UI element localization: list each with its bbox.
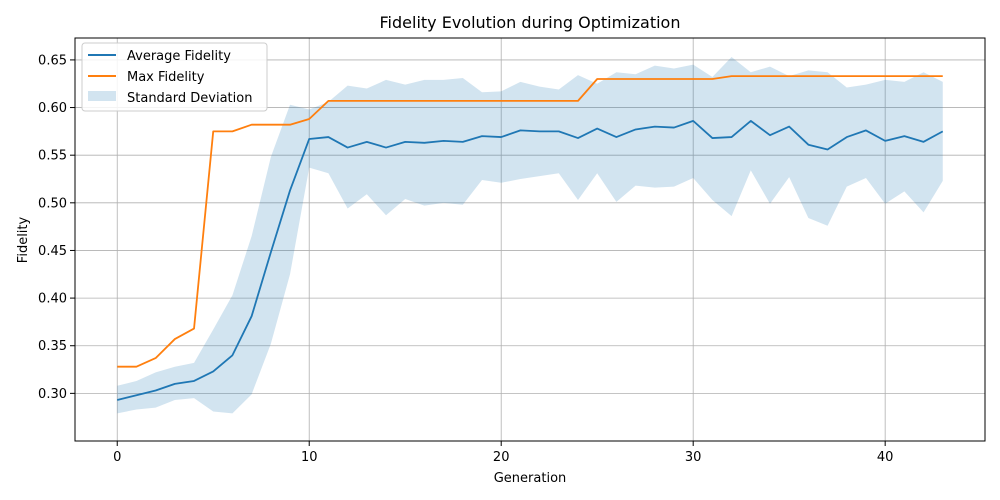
- y-tick-label: 0.30: [38, 387, 67, 402]
- x-tick-label: 30: [685, 450, 702, 465]
- std-band-layer: [117, 57, 943, 414]
- y-tick-label: 0.60: [38, 101, 67, 116]
- x-tick-label: 20: [493, 450, 510, 465]
- std-deviation-band: [117, 57, 943, 414]
- x-tick-label: 10: [301, 450, 318, 465]
- average-fidelity-line: [117, 119, 944, 401]
- y-tick-label: 0.35: [38, 339, 67, 354]
- plot-frame: [74, 37, 986, 442]
- x-tick-label: 40: [877, 450, 894, 465]
- chart-title: Fidelity Evolution during Optimization: [380, 13, 681, 32]
- legend-box: [81, 42, 268, 112]
- y-axis-label: Fidelity: [16, 216, 31, 263]
- y-tick-label: 0.65: [38, 53, 67, 68]
- x-axis-ticks: 0 10 20 30 40: [113, 441, 893, 465]
- legend-label-average: Average Fidelity: [127, 49, 231, 64]
- x-axis-label: Generation: [494, 471, 567, 486]
- legend-label-std: Standard Deviation: [127, 91, 252, 106]
- max-fidelity-line: [117, 75, 943, 368]
- y-axis-ticks: 0.30 0.35 0.40 0.45 0.50 0.55 0.60 0.65: [38, 53, 75, 402]
- x-tick-label: 0: [113, 450, 121, 465]
- legend-swatch-std: [88, 91, 116, 101]
- legend-label-max: Max Fidelity: [127, 70, 205, 85]
- series-layer: [117, 75, 944, 401]
- legend: Average Fidelity Max Fidelity Standard D…: [81, 42, 268, 112]
- y-tick-label: 0.40: [38, 292, 67, 307]
- y-tick-label: 0.45: [38, 244, 67, 259]
- y-tick-label: 0.55: [38, 149, 67, 164]
- y-tick-label: 0.50: [38, 196, 67, 211]
